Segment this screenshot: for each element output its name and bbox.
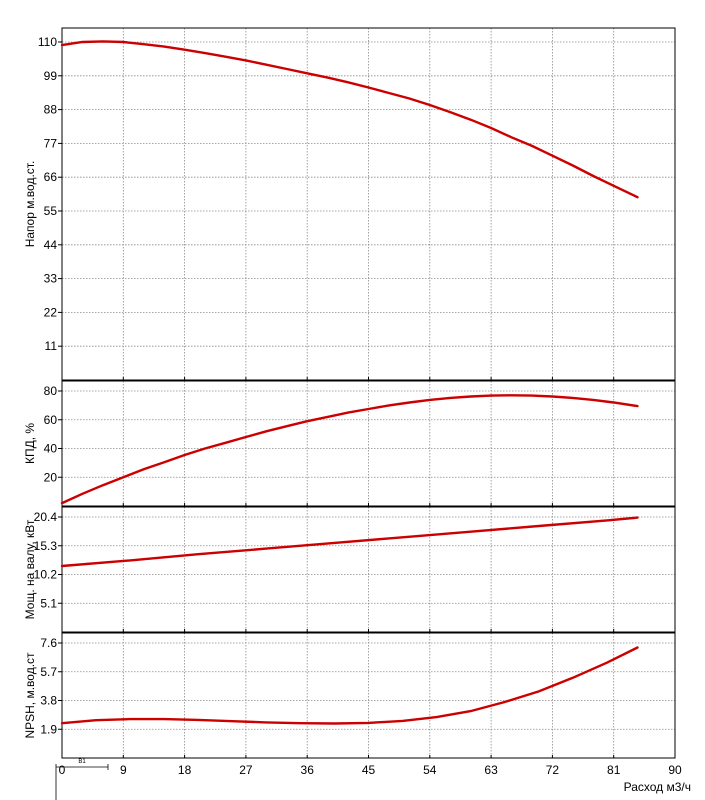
y-axis-label: NPSH, м.вод.ст	[23, 652, 37, 739]
y-tick-label: 7.6	[40, 636, 57, 650]
x-axis-label: Расход м3/ч	[624, 780, 691, 794]
y-axis-label: КПД, %	[23, 423, 37, 464]
y-tick-label: 20.4	[34, 510, 58, 524]
y-tick-label: 33	[44, 272, 58, 286]
series-line-2	[60, 394, 639, 505]
series-line-4	[60, 646, 639, 725]
series-line-3	[60, 516, 639, 568]
y-tick-label: 11	[45, 339, 58, 353]
y-tick-label: 55	[44, 204, 58, 218]
x-tick-label: 9	[120, 763, 127, 777]
y-tick-label: 1.9	[40, 722, 57, 736]
y-tick-label: 22	[44, 305, 58, 319]
y-tick-label: 88	[44, 103, 58, 117]
x-tick-label: 27	[239, 763, 253, 777]
x-tick-label: 36	[301, 763, 315, 777]
y-tick-label: 77	[44, 136, 58, 150]
y-tick-label: 15.3	[34, 539, 58, 553]
chart-panel-2: 20 40 60 80 КПД, %	[23, 380, 676, 507]
plot-frame	[61, 27, 676, 381]
y-tick-label: 60	[44, 413, 58, 427]
x-tick-label: 54	[423, 763, 437, 777]
y-tick-label: 3.8	[40, 694, 57, 708]
y-axis-label: Мощ. на валу, кВт	[23, 519, 37, 619]
y-tick-label: 80	[44, 384, 58, 398]
scale-bar-label: B1	[78, 759, 86, 765]
x-tick-label: 72	[546, 763, 560, 777]
y-tick-label: 5.7	[40, 665, 57, 679]
y-tick-label: 99	[44, 69, 58, 83]
y-tick-label: 66	[44, 170, 58, 184]
scale-bar: B1	[55, 759, 109, 800]
y-tick-label: 110	[38, 35, 57, 49]
x-tick-label: 0	[59, 763, 66, 777]
y-tick-label: 40	[44, 442, 58, 456]
series-line-1	[60, 40, 639, 199]
x-tick-label: 18	[178, 763, 192, 777]
y-tick-label: 20	[44, 470, 58, 484]
y-tick-label: 10.2	[34, 568, 58, 582]
x-tick-label: 63	[484, 763, 498, 777]
x-tick-label: 45	[362, 763, 376, 777]
y-tick-label: 44	[44, 238, 58, 252]
x-tick-label: 81	[607, 763, 621, 777]
y-tick-label: 5.1	[40, 596, 57, 610]
y-axis-label: Напор м.вод.ст.	[23, 161, 37, 248]
chart-panel-1: 11 22 33 44 55 66 77 88 99 110 Напор м.вод.ст.	[23, 27, 676, 381]
x-tick-label: 90	[668, 763, 682, 777]
